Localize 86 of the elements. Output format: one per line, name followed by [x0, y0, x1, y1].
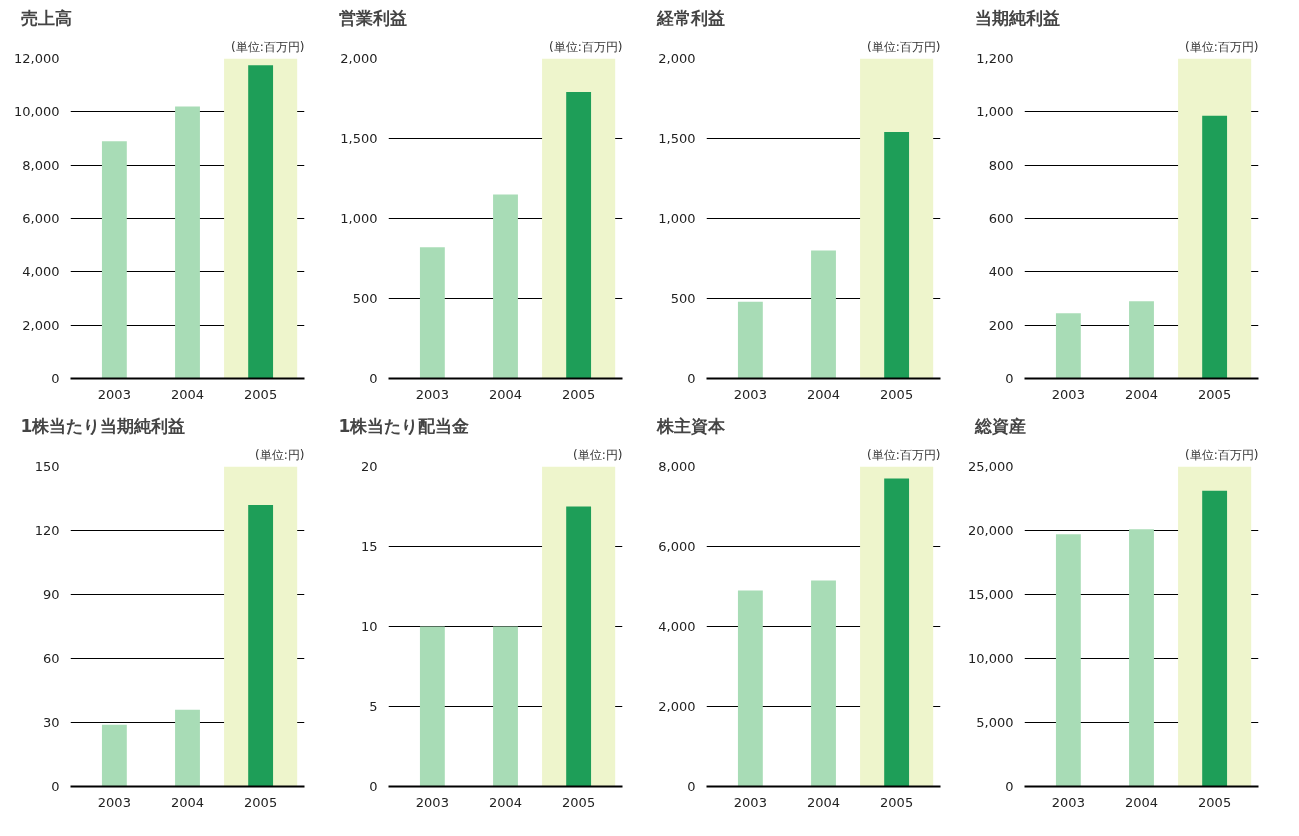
chart-subtitle: (単位:円): [573, 447, 623, 462]
y-tick-label: 600: [988, 211, 1014, 226]
x-tick-label: 2004: [488, 794, 523, 810]
chart-subtitle: (単位:百万円): [867, 39, 941, 54]
y-tick-label: 2,000: [658, 51, 696, 66]
chart-title: 当期純利益: [974, 7, 1060, 28]
chart-subtitle: (単位:百万円): [231, 39, 305, 54]
x-tick-label: 2005: [244, 794, 278, 810]
chart-title: 1株当たり配当金: [338, 415, 470, 436]
y-tick-label: 0: [1005, 779, 1014, 794]
x-tick-label: 2003: [97, 794, 131, 810]
chart-title: 営業利益: [338, 7, 407, 28]
y-tick-label: 5,000: [976, 715, 1014, 730]
y-tick-label: 0: [1005, 371, 1014, 386]
chart-title: 売上高: [20, 7, 72, 28]
y-tick-label: 15,000: [968, 587, 1014, 602]
y-tick-label: 800: [988, 157, 1014, 173]
y-tick-label: 12,000: [14, 51, 60, 66]
y-tick-label: 120: [34, 523, 60, 538]
y-tick-label: 10: [360, 619, 378, 634]
x-tick-label: 2005: [1198, 386, 1232, 402]
chart-subtitle: (単位:百万円): [867, 447, 941, 462]
y-tick-label: 0: [369, 779, 378, 794]
y-tick-label: 1,000: [976, 104, 1014, 120]
x-tick-label: 2005: [244, 386, 278, 402]
chart-subtitle: (単位:百万円): [1185, 39, 1259, 54]
y-tick-label: 15: [360, 539, 378, 554]
chart-subtitle: (単位:百万円): [549, 39, 623, 54]
x-tick-label: 2003: [97, 386, 131, 402]
y-tick-label: 0: [369, 371, 378, 386]
x-tick-label: 2003: [733, 794, 767, 810]
x-tick-label: 2003: [415, 386, 449, 402]
x-tick-label: 2005: [1198, 794, 1232, 810]
y-tick-label: 1,500: [658, 131, 696, 146]
y-tick-label: 10,000: [968, 651, 1014, 666]
y-tick-label: 20: [360, 459, 378, 474]
y-tick-label: 2,000: [340, 51, 378, 66]
chart-title: 1株当たり当期純利益: [20, 415, 186, 436]
x-tick-label: 2004: [1124, 386, 1159, 402]
y-tick-label: 400: [988, 264, 1014, 280]
x-tick-label: 2005: [562, 386, 596, 402]
x-tick-label: 2004: [1124, 794, 1159, 810]
x-tick-label: 2005: [880, 386, 914, 402]
chart-subtitle: (単位:百万円): [1185, 447, 1259, 462]
y-tick-label: 0: [687, 371, 696, 386]
y-tick-label: 4,000: [658, 619, 696, 634]
y-tick-label: 30: [42, 715, 60, 730]
y-tick-label: 200: [988, 317, 1014, 333]
x-tick-label: 2004: [170, 386, 205, 402]
x-tick-label: 2003: [1051, 794, 1085, 810]
x-tick-label: 2003: [415, 794, 449, 810]
y-tick-label: 6,000: [22, 211, 60, 226]
y-tick-label: 1,000: [340, 211, 378, 226]
y-tick-label: 5: [369, 699, 378, 714]
chart-title: 総資産: [973, 415, 1026, 436]
y-tick-label: 20,000: [968, 523, 1014, 538]
y-tick-label: 0: [687, 779, 696, 794]
y-tick-label: 150: [34, 459, 60, 474]
x-tick-label: 2004: [488, 386, 523, 402]
y-tick-label: 2,000: [22, 317, 60, 333]
x-tick-label: 2004: [806, 386, 841, 402]
x-tick-label: 2004: [806, 794, 841, 810]
y-tick-label: 25,000: [968, 459, 1014, 474]
y-tick-label: 1,000: [658, 211, 696, 226]
x-tick-label: 2004: [170, 794, 205, 810]
y-tick-label: 60: [42, 651, 60, 666]
x-tick-label: 2005: [562, 794, 596, 810]
y-tick-label: 1,200: [976, 51, 1014, 66]
x-tick-label: 2003: [1051, 386, 1085, 402]
y-tick-label: 0: [51, 779, 60, 794]
y-tick-label: 8,000: [22, 157, 60, 173]
y-tick-label: 4,000: [22, 264, 60, 280]
chart-title: 株主資本: [655, 415, 726, 436]
y-tick-label: 90: [42, 587, 60, 602]
x-tick-label: 2003: [733, 386, 767, 402]
chart-title: 経常利益: [655, 7, 725, 28]
y-tick-label: 8,000: [658, 459, 696, 474]
y-tick-label: 500: [670, 291, 696, 306]
y-tick-label: 6,000: [658, 539, 696, 554]
y-tick-label: 0: [51, 371, 60, 386]
y-tick-label: 1,500: [340, 131, 378, 146]
x-tick-label: 2005: [880, 794, 914, 810]
chart-subtitle: (単位:円): [255, 447, 305, 462]
y-tick-label: 500: [352, 291, 378, 306]
y-tick-label: 2,000: [658, 699, 696, 714]
y-tick-label: 10,000: [14, 104, 60, 120]
